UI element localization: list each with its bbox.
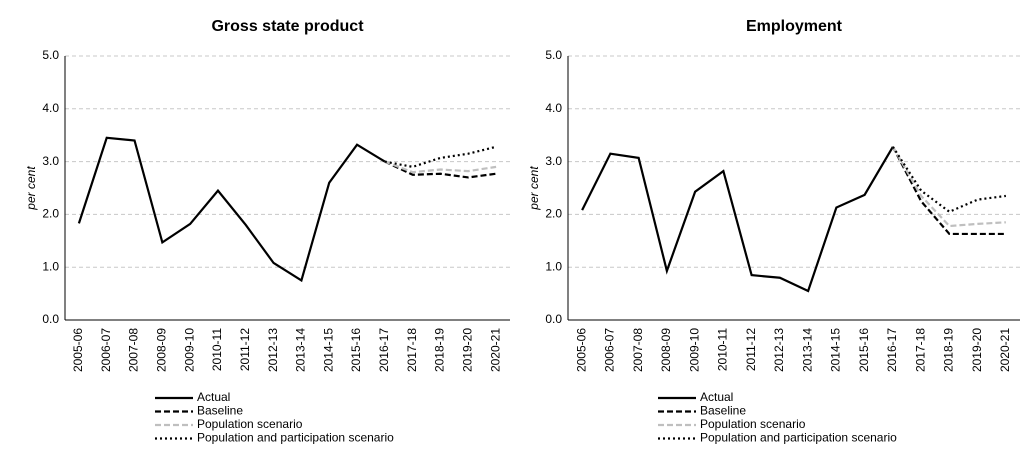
chart-title: Employment [746, 18, 843, 35]
x-tick-label: 2006-07 [99, 328, 113, 372]
line-series [891, 146, 1006, 236]
legend-label: Population scenario [700, 417, 806, 431]
x-tick-label: 2017-18 [913, 328, 927, 372]
line-series [891, 146, 1006, 228]
x-tick-label: 2006-07 [603, 328, 617, 372]
x-tick-label: 2012-13 [772, 328, 786, 372]
y-axis-label: per cent [24, 166, 38, 211]
x-tick-label: 2008-09 [659, 328, 673, 372]
legend-label: Population scenario [197, 417, 303, 431]
x-tick-label: 2016-17 [377, 328, 391, 372]
y-tick-label: 3.0 [545, 154, 562, 168]
y-tick-label: 2.0 [42, 207, 59, 221]
x-tick-label: 2005-06 [71, 328, 85, 372]
y-tick-label: 0.0 [545, 312, 562, 326]
line-series [581, 146, 894, 293]
x-tick-label: 2015-16 [349, 328, 363, 372]
y-tick-label: 5.0 [545, 48, 562, 62]
x-tick-label: 2009-10 [687, 328, 701, 372]
y-tick-label: 0.0 [42, 312, 59, 326]
x-tick-label: 2011-12 [744, 328, 758, 371]
y-tick-label: 4.0 [42, 101, 59, 115]
x-tick-label: 2007-08 [631, 328, 645, 372]
x-tick-label: 2019-20 [970, 328, 984, 372]
x-tick-label: 2014-15 [321, 328, 335, 372]
x-tick-label: 2010-11 [716, 328, 730, 371]
legend-label: Baseline [700, 404, 746, 418]
x-tick-label: 2010-11 [210, 328, 224, 371]
x-tick-label: 2007-08 [127, 328, 141, 372]
x-tick-label: 2015-16 [857, 328, 871, 372]
y-tick-label: 3.0 [42, 154, 59, 168]
line-series [77, 136, 386, 283]
y-tick-label: 5.0 [42, 48, 59, 62]
line-series [384, 145, 497, 169]
line-series [384, 160, 497, 174]
x-tick-label: 2017-18 [405, 328, 419, 372]
x-tick-label: 2020-21 [998, 328, 1012, 372]
y-tick-label: 1.0 [42, 259, 59, 273]
line-series [384, 160, 497, 179]
x-tick-label: 2013-14 [294, 328, 308, 372]
x-tick-label: 2008-09 [155, 328, 169, 372]
y-tick-label: 4.0 [545, 101, 562, 115]
legend-label: Population and participation scenario [197, 431, 394, 445]
x-tick-label: 2009-10 [182, 328, 196, 372]
y-tick-label: 1.0 [545, 259, 562, 273]
x-tick-label: 2011-12 [238, 328, 252, 371]
legend-label: Baseline [197, 404, 243, 418]
x-tick-label: 2012-13 [266, 328, 280, 372]
legend-label: Actual [197, 390, 230, 404]
chart-title: Gross state product [211, 18, 364, 35]
x-tick-label: 2020-21 [488, 328, 502, 372]
x-tick-label: 2016-17 [885, 328, 899, 372]
x-tick-label: 2005-06 [574, 328, 588, 372]
legend-label: Population and participation scenario [700, 431, 897, 445]
x-tick-label: 2013-14 [800, 328, 814, 372]
x-tick-label: 2014-15 [829, 328, 843, 372]
y-axis-label: per cent [527, 166, 541, 211]
x-tick-label: 2018-19 [942, 328, 956, 372]
y-tick-label: 2.0 [545, 207, 562, 221]
legend-label: Actual [700, 390, 733, 404]
x-tick-label: 2019-20 [460, 328, 474, 372]
x-tick-label: 2018-19 [433, 328, 447, 372]
